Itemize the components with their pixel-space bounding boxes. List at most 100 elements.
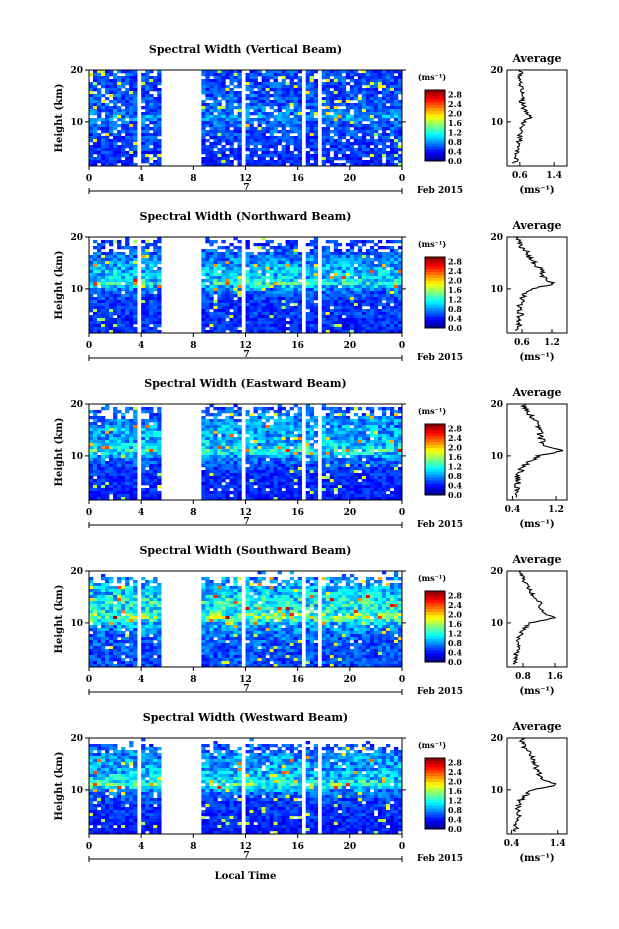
heatmap-cell: [213, 285, 218, 289]
heatmap-cell: [101, 130, 106, 134]
heatmap-cell: [153, 303, 158, 307]
heatmap-cell: [293, 255, 298, 259]
heatmap-cell: [205, 285, 210, 289]
heatmap-cell: [133, 437, 138, 441]
heatmap-cell: [297, 297, 302, 301]
heatmap-cell: [149, 270, 154, 274]
heatmap: [89, 70, 403, 167]
heatmap-cell: [229, 94, 234, 98]
heatmap-cell: [281, 306, 286, 310]
colorbar-swatch: [425, 113, 445, 117]
colorbar-swatch: [425, 90, 445, 94]
heatmap-cell: [213, 130, 218, 134]
heatmap-cell: [321, 103, 327, 107]
heatmap-cell: [325, 154, 331, 158]
heatmap-cell: [237, 482, 242, 486]
heatmap-cell: [225, 464, 230, 468]
heatmap-cell: [381, 130, 387, 134]
heatmap-cell: [321, 115, 327, 119]
heatmap-cell: [221, 240, 226, 244]
heatmap-cell: [229, 425, 234, 429]
heatmap-cell: [389, 154, 395, 158]
heatmap-cell: [109, 133, 114, 137]
heatmap-cell: [101, 282, 106, 286]
heatmap-cell: [145, 145, 150, 149]
heatmap-cell: [345, 70, 351, 74]
heatmap-cell: [397, 106, 403, 110]
heatmap-cell: [293, 309, 298, 313]
heatmap-cell: [253, 330, 258, 334]
heatmap-cell: [113, 157, 118, 161]
heatmap-cell: [273, 267, 278, 271]
heatmap-cell: [261, 276, 266, 280]
heatmap-cell: [97, 157, 102, 161]
heatmap-cell: [313, 282, 319, 286]
heatmap-cell: [397, 306, 403, 310]
heatmap-cell: [141, 449, 146, 453]
heatmap-cell: [385, 264, 391, 268]
heatmap-cell: [97, 482, 102, 486]
heatmap-cell: [377, 270, 383, 274]
heatmap-cell: [145, 470, 150, 474]
heatmap-cell: [325, 327, 331, 331]
heatmap-cell: [217, 440, 222, 444]
heatmap-cell: [233, 428, 238, 432]
heatmap-cell: [265, 482, 270, 486]
heatmap-cell: [101, 306, 106, 310]
heatmap-cell: [141, 288, 146, 292]
heatmap-cell: [97, 437, 102, 441]
heatmap-cell: [289, 407, 294, 411]
heatmap-cell: [285, 157, 290, 161]
heatmap-cell: [253, 261, 258, 265]
heatmap-cell: [297, 425, 302, 429]
heatmap-cell: [105, 446, 110, 450]
heatmap-cell: [89, 291, 94, 295]
heatmap-cell: [121, 91, 126, 95]
heatmap-cell: [125, 267, 130, 271]
heatmap-cell: [337, 142, 343, 146]
heatmap-cell: [109, 309, 114, 313]
heatmap-cell: [225, 115, 230, 119]
heatmap-cell: [121, 139, 126, 143]
heatmap-cell: [285, 446, 290, 450]
heatmap-cell: [285, 115, 290, 119]
heatmap-cell: [349, 148, 355, 152]
heatmap-cell: [397, 136, 403, 140]
heatmap-cell: [97, 79, 102, 83]
heatmap-cell: [117, 85, 122, 89]
heatmap-cell: [217, 491, 222, 495]
heatmap-cell: [225, 315, 230, 319]
heatmap-cell: [365, 294, 371, 298]
heatmap-cell: [245, 458, 250, 462]
heatmap-cell: [145, 288, 150, 292]
heatmap-cell: [337, 145, 343, 149]
heatmap-cell: [205, 133, 210, 137]
heatmap-cell: [141, 255, 146, 259]
heatmap-cell: [153, 160, 158, 164]
heatmap-cell: [253, 470, 258, 474]
heatmap-cell: [297, 464, 302, 468]
heatmap-cell: [221, 479, 226, 483]
heatmap-cell: [361, 115, 367, 119]
heatmap-cell: [125, 160, 130, 164]
colorbar-title: (ms⁻¹): [418, 72, 446, 82]
heatmap-cell: [345, 258, 351, 262]
heatmap-cell: [133, 485, 138, 489]
heatmap-cell: [221, 428, 226, 432]
heatmap-cell: [305, 279, 310, 283]
heatmap-cell: [101, 246, 106, 250]
heatmap-cell: [133, 276, 138, 280]
heatmap-cell: [117, 321, 122, 325]
heatmap-cell: [281, 258, 286, 262]
colorbar-swatch: [425, 155, 445, 159]
heatmap-cell: [145, 327, 150, 331]
heatmap-cell: [237, 437, 242, 441]
heatmap-cell: [145, 160, 150, 164]
heatmap-cell: [321, 285, 327, 289]
heatmap-cell: [249, 130, 254, 134]
heatmap-cell: [325, 76, 331, 80]
heatmap-cell: [281, 470, 286, 474]
heatmap-cell: [117, 70, 122, 74]
heatmap-cell: [297, 76, 302, 80]
heatmap-cell: [397, 85, 403, 89]
